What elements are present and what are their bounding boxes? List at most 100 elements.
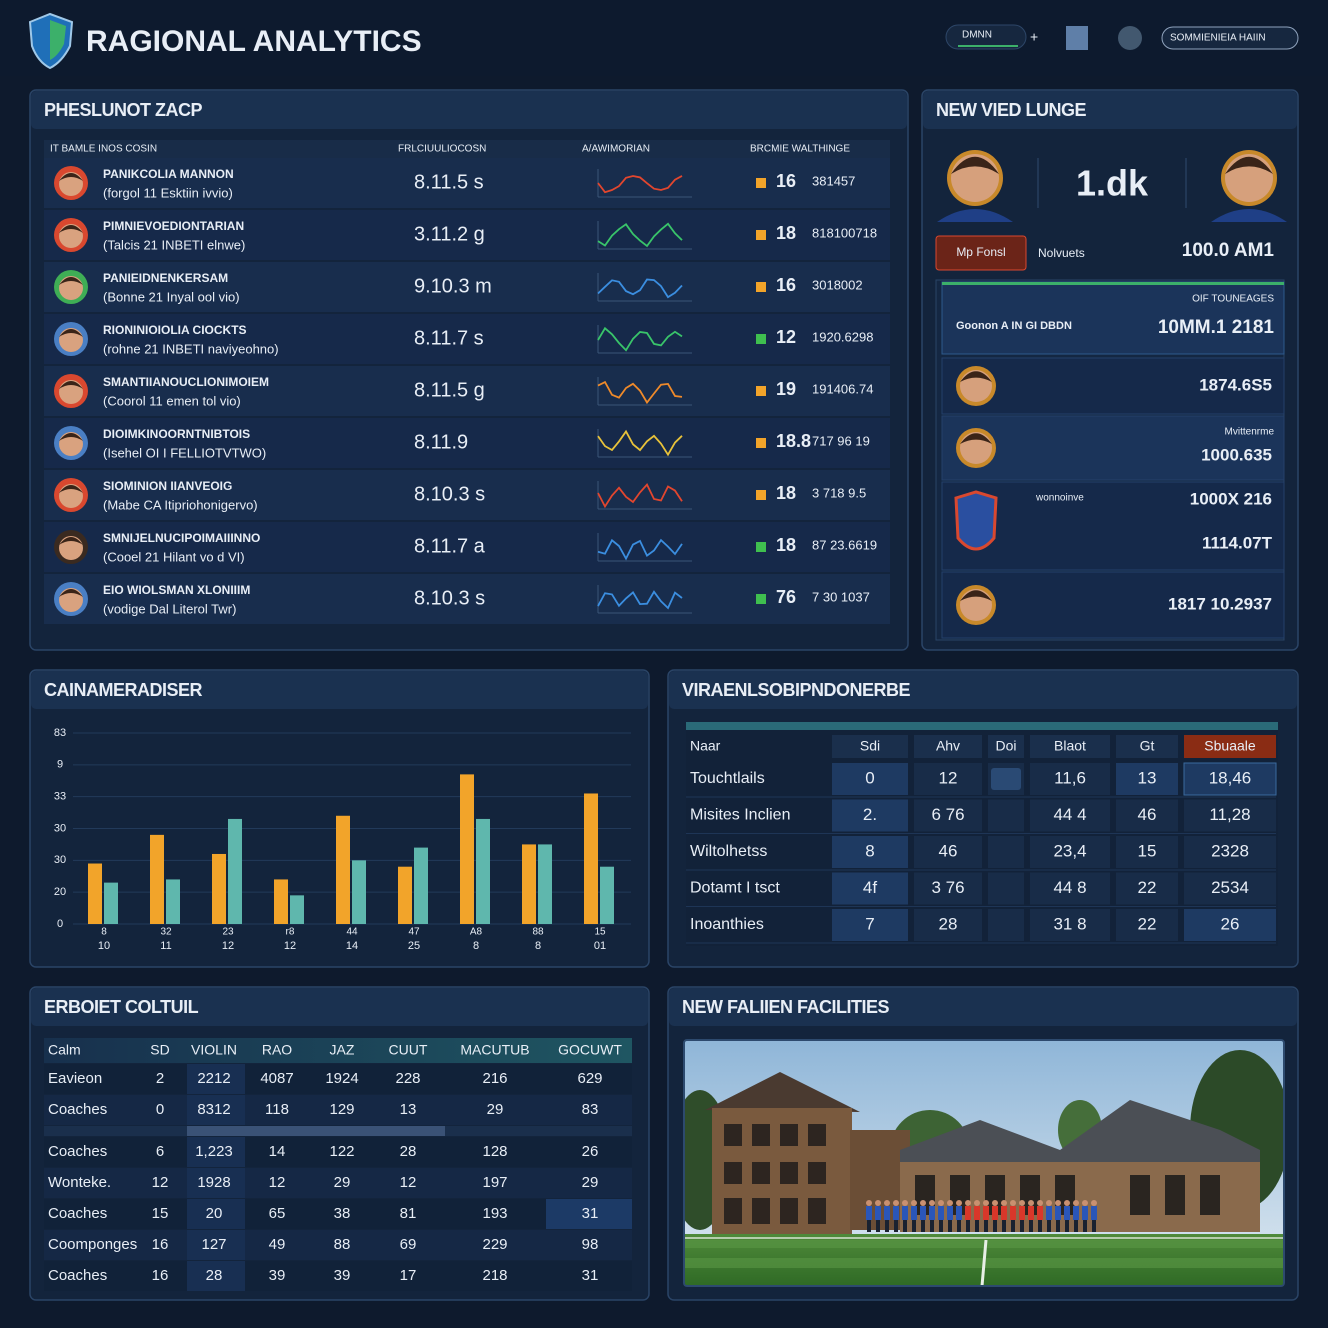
coaching-cell-text: 16 — [152, 1267, 169, 1284]
entry-caption: Mvittenrme — [1225, 427, 1275, 438]
trend-line — [597, 175, 683, 194]
coaching-highlight — [187, 1137, 245, 1167]
coaching-cell-text: 2212 — [197, 1070, 230, 1087]
player-avatar-hair — [59, 589, 83, 597]
trend-line — [597, 538, 683, 561]
player-avatar-hair — [59, 433, 83, 441]
coaching-cell-text: 15 — [152, 1205, 169, 1222]
coaching-column-header: SD — [150, 1042, 169, 1058]
bar — [398, 866, 412, 924]
league-entry — [941, 415, 1285, 481]
stats-cell-text: 4f — [863, 878, 877, 897]
stats-cell-text: 23,4 — [1053, 841, 1086, 860]
stats-cell-text: 15 — [1138, 841, 1157, 860]
control-icon[interactable] — [1066, 26, 1088, 50]
stats-cell-text: Wiltolhetss — [690, 843, 767, 860]
coaching-cell-text: Coaches — [48, 1267, 107, 1284]
bar — [414, 847, 428, 924]
x-tick-label: 8 — [101, 927, 107, 938]
coaching-cell-text: 38 — [334, 1205, 351, 1222]
control-globe[interactable] — [1118, 26, 1142, 50]
x-tick-label: 32 — [160, 927, 172, 938]
coaching-column-header: GOCUWT — [558, 1042, 622, 1058]
player-head — [1082, 1200, 1088, 1206]
player-head — [992, 1200, 998, 1206]
player-head — [1028, 1200, 1034, 1206]
player-subtitle: (Bonne 21 Inyal ool vio) — [103, 289, 240, 304]
photo-detail — [980, 1239, 988, 1286]
player-rating: 18.8 — [776, 431, 811, 451]
y-tick-label: 0 — [57, 918, 63, 930]
player-avatar-hair — [59, 537, 83, 545]
photo-detail — [684, 1240, 1284, 1248]
stats-column-header: Naar — [690, 738, 721, 754]
stats-cell-text: 0 — [865, 768, 874, 787]
player-row — [44, 262, 890, 312]
stats-cell — [1116, 836, 1178, 868]
entry-value: 1874.6S5 — [1199, 375, 1272, 394]
stats-cell — [1116, 799, 1178, 832]
player-detail: 3018002 — [812, 277, 863, 292]
coaching-separator-band — [187, 1126, 445, 1136]
control-pill[interactable] — [945, 24, 1027, 50]
entry-value: 1817 10.2937 — [1168, 594, 1272, 613]
x-tick-label: 47 — [408, 927, 420, 938]
x-tick-sublabel: 10 — [98, 940, 110, 952]
badge-caption: Nolvuets — [1038, 246, 1085, 260]
coaching-cell-text: Coomponges — [48, 1236, 137, 1253]
stats-cell-text: 2. — [863, 805, 877, 824]
club-crest — [954, 490, 998, 551]
player-rating: 19 — [776, 379, 796, 399]
photo-detail — [1165, 1175, 1185, 1215]
stats-column-header: Sdi — [860, 738, 880, 754]
search-pill[interactable] — [1161, 26, 1299, 50]
league-entry — [941, 357, 1285, 415]
coaching-column-header: RAO — [262, 1042, 292, 1058]
stats-cell — [1030, 872, 1110, 905]
player-name: DIOIMKINOORNTNIBTOIS — [103, 427, 250, 441]
x-tick-sublabel: 14 — [346, 940, 358, 952]
player-head — [974, 1200, 980, 1206]
bar — [166, 879, 180, 924]
player-score: 8.11.7 a — [414, 535, 486, 557]
player-name: RIONINIOIOLIA CIOCKTS — [103, 323, 247, 337]
player-head — [947, 1200, 953, 1206]
player-legs — [939, 1220, 943, 1232]
entry-value: 1114.07T — [1202, 533, 1273, 552]
rating-marker — [756, 490, 766, 500]
photo-detail — [808, 1124, 826, 1146]
player-figure — [1028, 1206, 1034, 1220]
player-row — [44, 314, 890, 364]
facility-photo — [684, 1040, 1284, 1286]
column-header: FRLCIUULIOCOSN — [398, 144, 486, 155]
stats-header-cell — [988, 735, 1024, 758]
control-plus[interactable]: + — [1030, 29, 1038, 45]
photo-detail — [724, 1124, 742, 1146]
bar — [104, 882, 118, 924]
player-legs — [1092, 1220, 1096, 1232]
trend-line — [597, 222, 683, 248]
player-head — [965, 1200, 971, 1206]
stats-cell — [1184, 872, 1276, 905]
coaching-cell-text: 127 — [201, 1236, 226, 1253]
player-subtitle: (rohne 21 INBETI naviyeohno) — [103, 341, 279, 356]
coaching-row — [44, 1199, 632, 1229]
portrait-hair — [1225, 156, 1273, 174]
x-tick-sublabel: 01 — [594, 940, 606, 952]
stats-header-cell — [1184, 735, 1276, 758]
stats-cell — [914, 872, 982, 905]
coaching-header-row — [44, 1038, 632, 1063]
player-legs — [993, 1220, 997, 1232]
player-figure — [1001, 1206, 1007, 1220]
photo-detail — [752, 1198, 770, 1224]
player-avatar-hair — [59, 173, 83, 181]
player-figure — [1046, 1206, 1052, 1220]
coaching-cell-text: 28 — [400, 1143, 417, 1160]
player-head — [956, 1200, 962, 1206]
x-tick-label: 88 — [532, 927, 544, 938]
player-figure — [938, 1206, 944, 1220]
photo-detail — [915, 1175, 1220, 1215]
coaching-cell-text: 216 — [482, 1070, 507, 1087]
player-row — [44, 522, 890, 572]
